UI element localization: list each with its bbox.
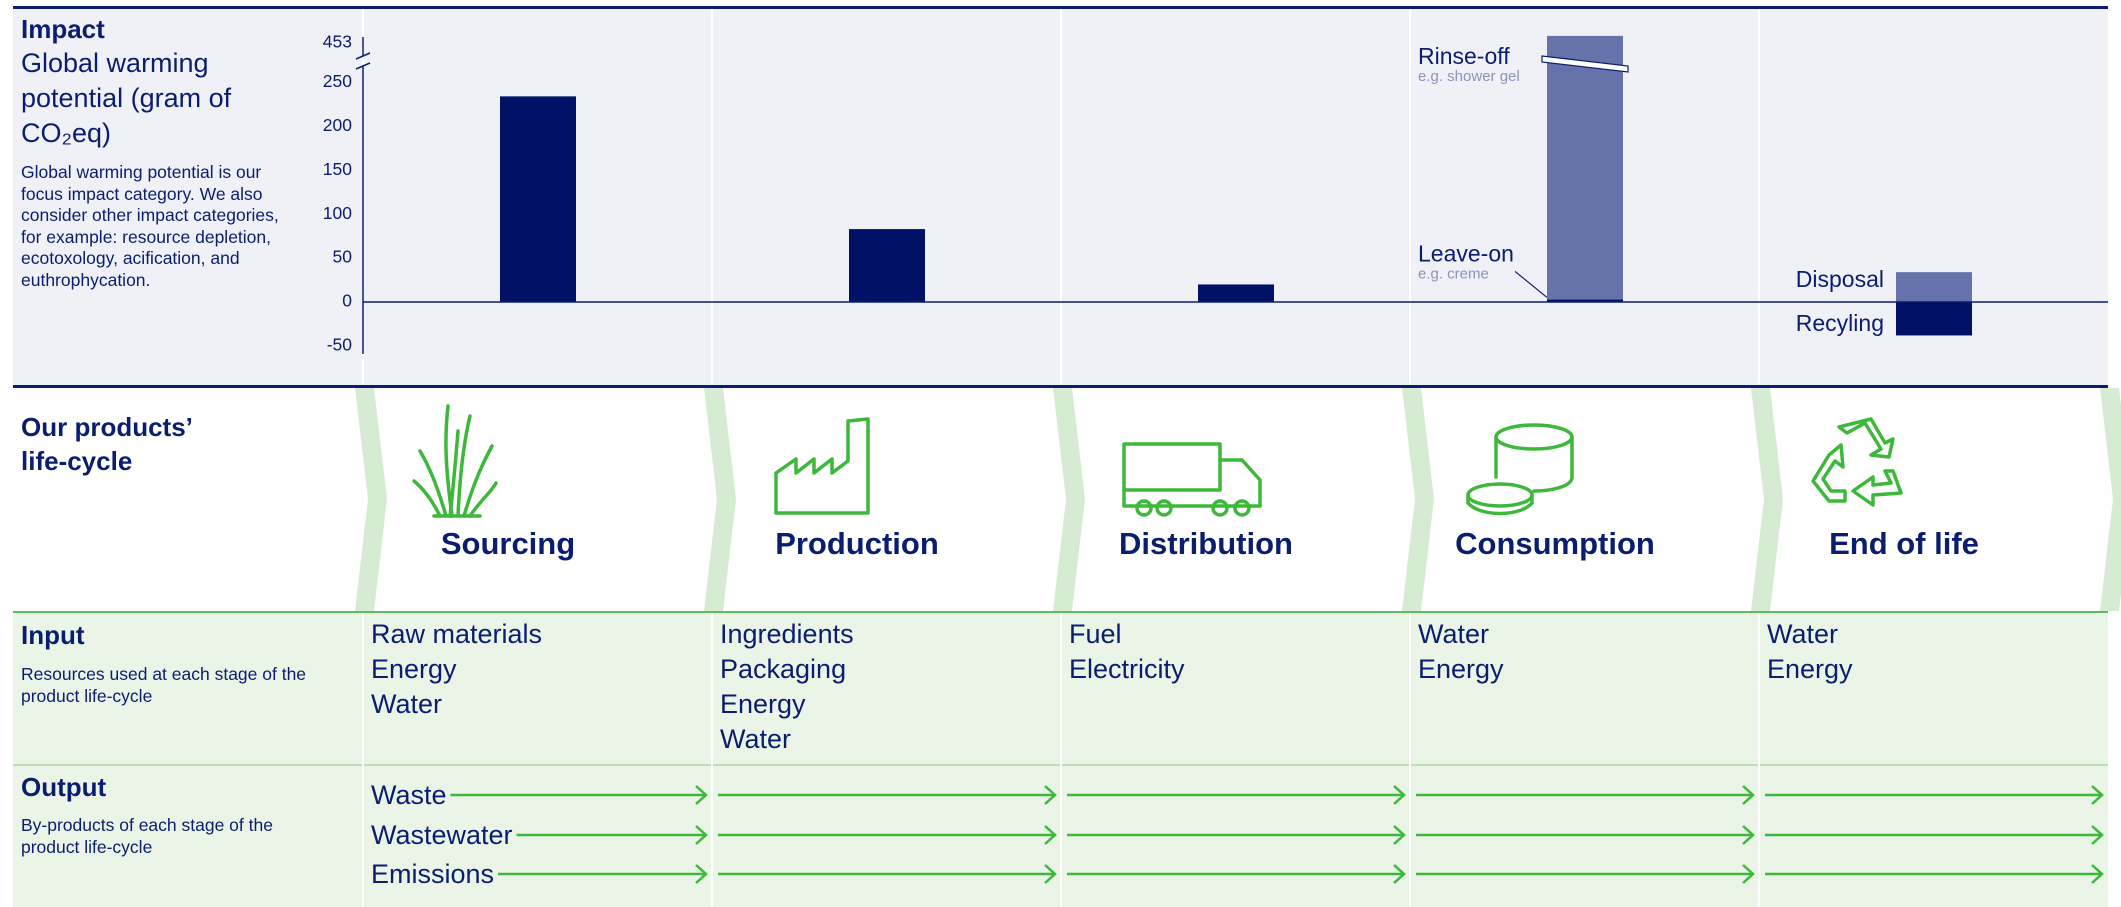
y-tick-label: 100 [323, 203, 352, 223]
y-tick-label: 150 [323, 159, 352, 179]
input-heading: Input [21, 620, 85, 650]
input-item: Ingredients [720, 619, 854, 649]
arrow-head [695, 785, 708, 805]
arrow-head [1742, 785, 1755, 805]
output-item: Emissions [371, 859, 495, 889]
input-item: Energy [720, 689, 806, 719]
lifecycle-heading: Our products’ life-cycle [21, 412, 192, 476]
y-tick-label: 0 [342, 291, 352, 311]
chevron [704, 388, 736, 611]
icons [412, 404, 1903, 518]
arrow-head [1393, 825, 1406, 845]
arrow-head [1044, 825, 1057, 845]
y-tick-label: 200 [323, 115, 352, 135]
bar [849, 229, 925, 303]
top-rule [13, 6, 2108, 9]
arrow-head [2091, 864, 2104, 884]
arrow-head [1044, 785, 1057, 805]
input-item: Energy [1767, 654, 1853, 684]
bar [1896, 302, 1972, 336]
series-label: Disposal [1796, 266, 1884, 292]
y-tick-label: 50 [333, 247, 353, 267]
arrow-head [1044, 864, 1057, 884]
output-item: Wastewater [371, 820, 513, 850]
stage-name: Consumption [1455, 526, 1655, 561]
arrow-head [2091, 785, 2104, 805]
input-item: Fuel [1069, 619, 1122, 649]
series-label: Leave-on [1418, 240, 1514, 266]
input-item: Energy [1418, 654, 1504, 684]
axis-break [355, 62, 371, 70]
arrow-head [2091, 825, 2104, 845]
series-label: Recyling [1796, 310, 1884, 336]
arrow-head [1742, 864, 1755, 884]
stage-name: Distribution [1119, 526, 1293, 561]
bar-break [1541, 55, 1629, 73]
production-icon [774, 417, 870, 515]
impact-description: Global warming potential is our focus im… [21, 162, 279, 290]
stage-name: End of life [1829, 526, 1979, 561]
consumption-icon [1466, 423, 1574, 516]
stage-name: Sourcing [440, 526, 576, 561]
input-item: Water [1418, 619, 1490, 649]
chevron [1751, 388, 1783, 611]
arrow-head [695, 864, 708, 884]
input-item: Energy [371, 654, 457, 684]
chevron [1402, 388, 1434, 611]
y-tick-label: -50 [327, 335, 353, 355]
distribution-icon [1122, 442, 1262, 517]
sourcing-icon [412, 404, 498, 518]
output-item: Waste [371, 780, 447, 810]
impact-title: Global warming potential (gram of CO₂eq) [21, 48, 232, 148]
arrow-head [1393, 785, 1406, 805]
arrow-head [695, 825, 708, 845]
input-item: Raw materials [371, 619, 543, 649]
arrow-head [1393, 864, 1406, 884]
bar [500, 96, 576, 303]
output-heading: Output [21, 772, 107, 802]
bar [1547, 299, 1623, 303]
axis-break [355, 52, 371, 60]
chart-rule [13, 385, 2108, 388]
bar [1896, 272, 1972, 303]
leader-line [1514, 270, 1548, 298]
stage-name: Production [775, 526, 939, 561]
series-label: Rinse-off [1418, 43, 1510, 69]
input-item: Packaging [720, 654, 847, 684]
input-item: Water [720, 724, 792, 754]
input-rule [13, 611, 2108, 613]
y-tick-label: 453 [323, 32, 352, 52]
dividers [355, 9, 2121, 907]
impact-heading: Impact [21, 14, 105, 44]
output-description: By-products of each stage of the product… [21, 815, 273, 857]
input-item: Electricity [1069, 654, 1185, 684]
chevron [355, 388, 387, 611]
chevron [1053, 388, 1085, 611]
chevron [2100, 388, 2121, 611]
end-of-life-icon [1811, 417, 1903, 507]
input-item: Water [1767, 619, 1839, 649]
input-description: Resources used at each stage of the prod… [21, 664, 307, 706]
bar [1198, 284, 1274, 303]
arrow-head [1742, 825, 1755, 845]
series-note: e.g. creme [1418, 265, 1489, 282]
series-note: e.g. shower gel [1418, 68, 1520, 85]
bar [1547, 35, 1623, 300]
y-tick-label: 250 [323, 71, 352, 91]
input-item: Water [371, 689, 443, 719]
